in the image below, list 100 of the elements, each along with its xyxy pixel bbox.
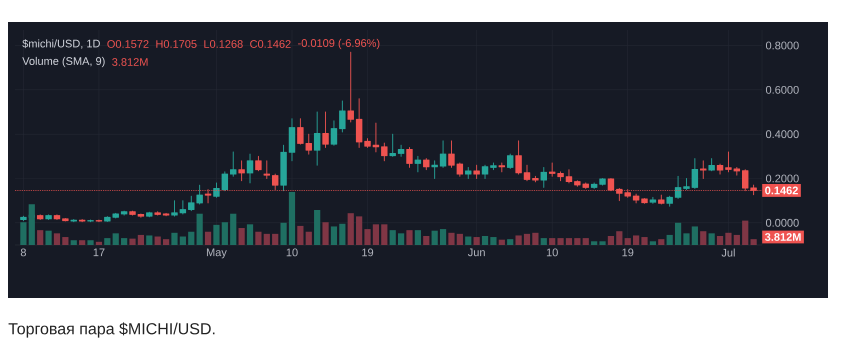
- candlestick: [45, 214, 52, 220]
- bar: [482, 236, 488, 245]
- bar: [742, 220, 748, 245]
- x-tick-label: 17: [94, 248, 104, 256]
- bar: [716, 236, 724, 245]
- candlestick: [515, 140, 522, 175]
- candlestick: [306, 134, 312, 155]
- candlestick: [431, 160, 438, 179]
- bar: [725, 232, 732, 245]
- bar: [448, 232, 455, 245]
- bar: [599, 241, 606, 245]
- candlestick: [264, 160, 270, 179]
- bar: [750, 239, 757, 245]
- bar: [465, 236, 472, 245]
- bar: [700, 231, 706, 245]
- bar: [264, 234, 270, 245]
- bar: [314, 210, 320, 245]
- bar: [641, 237, 648, 245]
- candlestick: [120, 210, 128, 216]
- bar: [196, 214, 203, 245]
- annotation: L0.1268: [204, 40, 243, 48]
- chart-title: Volume (SMA, 9): [22, 56, 105, 68]
- bar: [574, 238, 580, 245]
- candlestick: [70, 219, 77, 222]
- y-tick-label: 0.2000: [766, 174, 799, 182]
- candlestick: [582, 182, 589, 189]
- candlestick: [548, 162, 556, 177]
- bar: [213, 224, 220, 245]
- bar: [474, 237, 480, 245]
- candlestick: [255, 156, 262, 172]
- candlestick: [246, 154, 254, 184]
- bar: [322, 222, 329, 245]
- bar: [708, 233, 715, 245]
- candlestick: [188, 196, 194, 212]
- candlestick: [540, 166, 547, 188]
- candlestick: [456, 162, 464, 177]
- candlestick: [154, 211, 161, 216]
- candlestick: [104, 216, 111, 222]
- bar: [566, 238, 572, 245]
- candlestick: [734, 166, 740, 176]
- bar: [381, 224, 388, 245]
- bar: [549, 238, 556, 245]
- candlestick: [532, 176, 539, 182]
- candlestick: [112, 212, 119, 218]
- candlestick: [96, 220, 102, 222]
- y-tick-label: 0.8000: [766, 42, 799, 50]
- bar: [616, 231, 622, 245]
- bar: [432, 230, 438, 245]
- bar: [406, 230, 413, 245]
- candlestick: [574, 180, 581, 187]
- candlestick: [146, 212, 153, 218]
- candlestick: [322, 112, 329, 148]
- bar: [180, 236, 186, 245]
- candlestick: [36, 214, 44, 220]
- candlestick: [339, 100, 346, 132]
- bar: [524, 234, 530, 245]
- bar: [372, 224, 380, 245]
- candlestick: [692, 158, 698, 189]
- candlestick: [448, 140, 455, 168]
- candlestick: [599, 178, 606, 186]
- bar: [348, 213, 354, 245]
- bar: [398, 233, 404, 245]
- bar: [414, 230, 421, 245]
- candlestick: [414, 156, 422, 172]
- bar: [121, 238, 128, 245]
- text: $michi/USD, 1D: [22, 39, 100, 49]
- bar: [79, 240, 86, 245]
- candlestick: [641, 198, 648, 204]
- candlestick: [650, 196, 656, 204]
- bar: [20, 222, 26, 245]
- bar: [70, 240, 77, 245]
- bar: [54, 233, 60, 245]
- candlestick: [196, 184, 203, 204]
- bar: [146, 235, 152, 245]
- candlestick: [708, 158, 715, 172]
- bar: [129, 238, 136, 245]
- candlestick: [356, 98, 362, 148]
- candlestick: [171, 200, 178, 217]
- text: Торговая пара $MICHI/USD.: [8, 322, 214, 338]
- x-tick-label: 10: [286, 248, 298, 256]
- bar: [516, 235, 522, 245]
- bar: [272, 234, 278, 245]
- candlestick: [280, 144, 287, 192]
- bar: [280, 222, 287, 245]
- y-tick-label: 0.6000: [766, 86, 799, 94]
- candlestick: [632, 194, 640, 204]
- bar: [37, 230, 44, 245]
- bar: [28, 204, 35, 245]
- annotation: -0.0109 (-6.96%): [298, 38, 380, 50]
- bar: [297, 226, 304, 245]
- bar: [188, 232, 194, 245]
- bar: [339, 224, 346, 245]
- annotation: C0.1462: [250, 40, 291, 48]
- x-tick-label: 19: [622, 248, 634, 256]
- bar: [456, 234, 463, 245]
- y-tick-label: 0.0000: [766, 218, 799, 227]
- bar: [734, 234, 740, 245]
- bar: [230, 214, 236, 245]
- candlestick: [398, 144, 404, 157]
- candlestick: [658, 194, 665, 204]
